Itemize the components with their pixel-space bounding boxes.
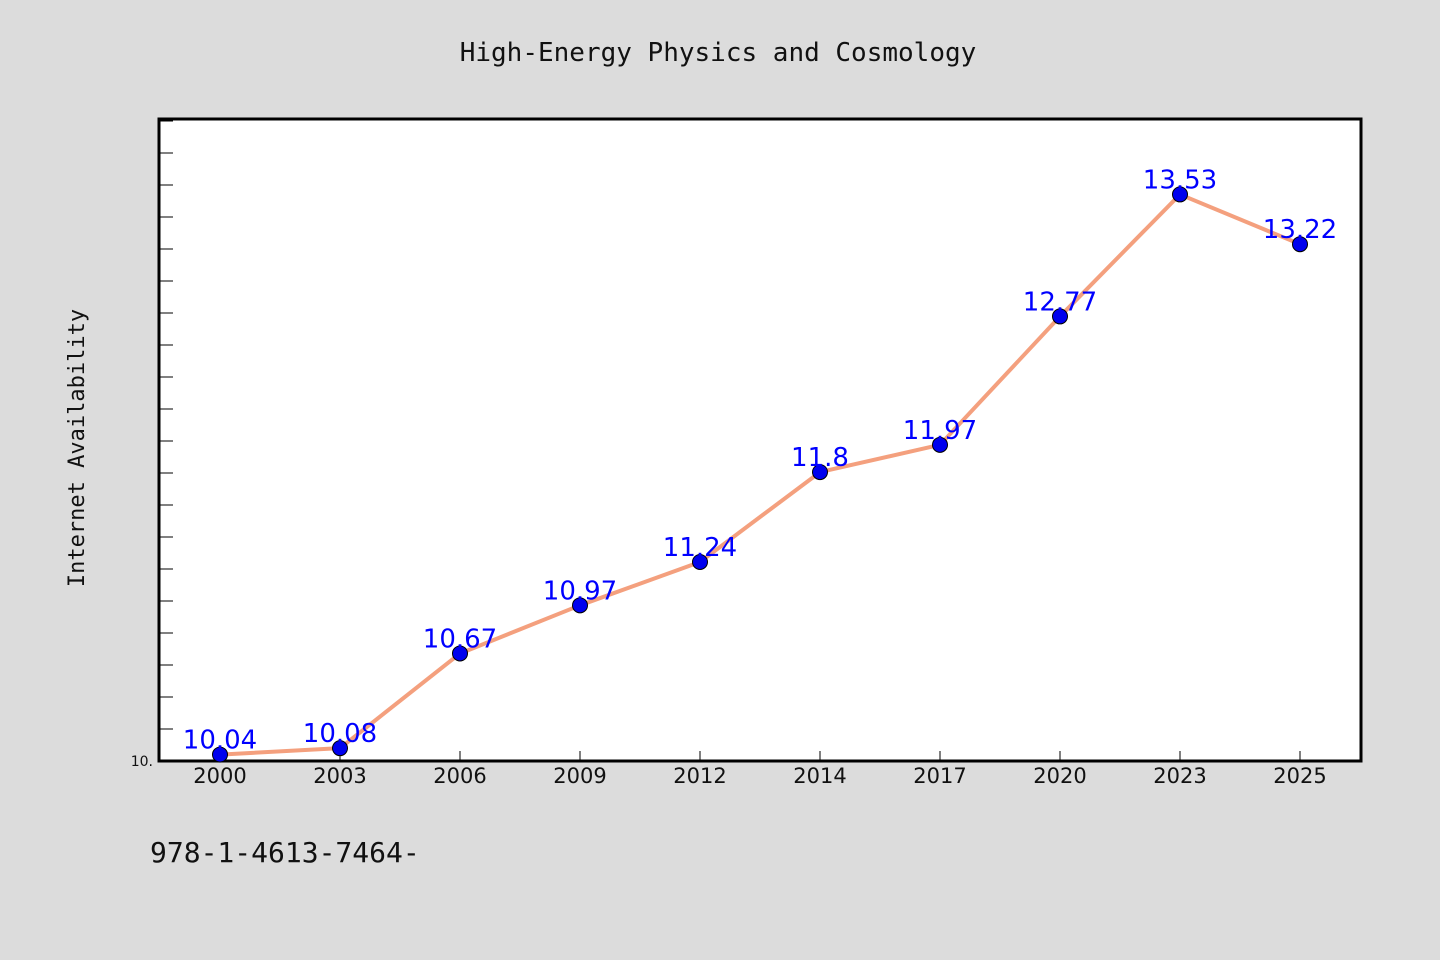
data-point — [1052, 308, 1068, 325]
x-tick-label: 2014 — [793, 764, 846, 788]
data-label: 10.97 — [543, 576, 617, 606]
x-tick-label: 2003 — [313, 764, 366, 788]
data-point — [1172, 186, 1188, 203]
x-tick-label: 2023 — [1153, 764, 1206, 788]
data-point — [692, 553, 708, 570]
chart-title: High-Energy Physics and Cosmology — [460, 38, 977, 68]
y-axis-minor-ticks — [159, 120, 173, 730]
data-label: 13.22 — [1263, 215, 1337, 245]
data-point — [1292, 236, 1308, 253]
plot-area — [157, 117, 1363, 763]
x-tick-label: 2000 — [193, 764, 246, 788]
y-tick-label: 10. — [131, 754, 153, 770]
data-point — [572, 597, 588, 614]
data-point — [332, 740, 348, 757]
x-tick-label: 2020 — [1033, 764, 1086, 788]
data-label: 11.24 — [663, 533, 737, 563]
footer-text: 978-1-4613-7464- — [150, 836, 420, 869]
data-label: 11.8 — [791, 443, 849, 473]
series-line-group: 10.04 10.08 10.67 10.97 11.24 11.8 11.97 12.77 1… — [183, 165, 1337, 763]
data-label: 12.77 — [1023, 287, 1097, 317]
data-point — [812, 464, 828, 481]
x-tick-label: 2006 — [433, 764, 486, 788]
data-point — [932, 436, 948, 453]
data-label: 10.08 — [303, 719, 377, 749]
y-axis-label: Internet Availability — [65, 309, 90, 587]
data-label: 10.04 — [183, 726, 257, 756]
data-label: 11.97 — [903, 416, 977, 446]
x-tick-label: 2009 — [553, 764, 606, 788]
x-tick-label: 2025 — [1273, 764, 1326, 788]
data-point — [452, 645, 468, 662]
x-tick-label: 2017 — [913, 764, 966, 788]
series-line — [218, 192, 1302, 757]
x-axis: 2000 2003 2006 2009 2012 2014 2017 2020 2023 2025 — [193, 751, 1327, 788]
data-label: 13.53 — [1143, 165, 1217, 195]
x-tick-label: 2012 — [673, 764, 726, 788]
data-point — [212, 746, 228, 763]
data-label: 10.67 — [423, 624, 497, 654]
